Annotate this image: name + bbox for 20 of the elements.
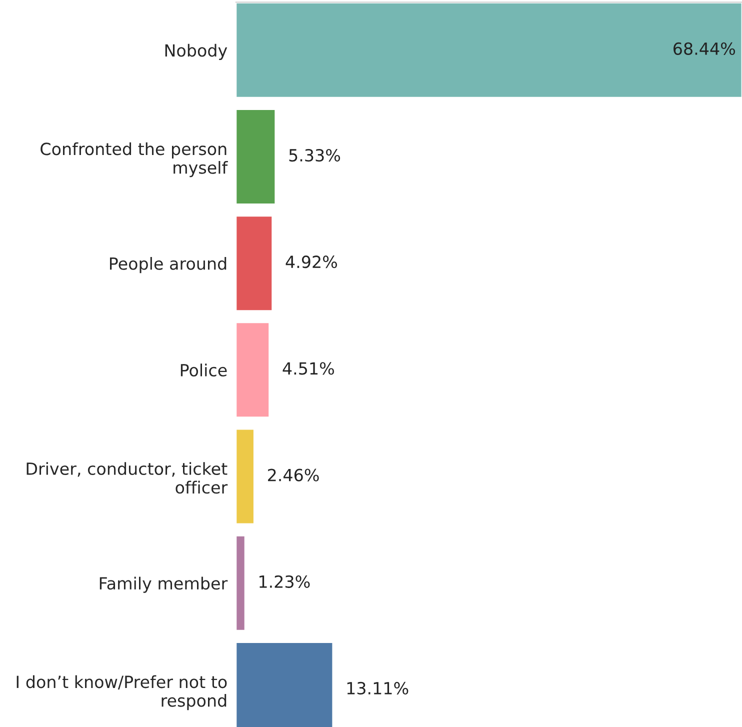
- bar: [236, 428, 255, 525]
- y-tick-label: People around: [110, 256, 226, 274]
- bar: [236, 2, 742, 98]
- y-tick-label: Driver, conductor, ticket officer: [26, 462, 228, 494]
- data-label: 4.51%: [282, 362, 334, 375]
- y-tick-label: Nobody: [165, 44, 228, 60]
- data-label: 2.46%: [268, 468, 319, 482]
- bar: [236, 215, 274, 312]
- bar: [236, 534, 246, 632]
- y-tick-label: Confronted the person myself: [40, 142, 228, 178]
- data-label: 68.44%: [674, 42, 736, 55]
- data-label: 5.33%: [289, 148, 340, 162]
- y-tick-label: Police: [180, 364, 227, 376]
- data-label: 4.92%: [286, 256, 338, 268]
- bar: [236, 108, 276, 205]
- y-tick-label: Family member: [100, 576, 228, 593]
- data-label: 1.23%: [260, 575, 310, 588]
- data-label: 13.11%: [347, 682, 408, 695]
- bar: [236, 322, 270, 418]
- y-tick-label: I don’t know/Prefer not to respond: [16, 675, 227, 710]
